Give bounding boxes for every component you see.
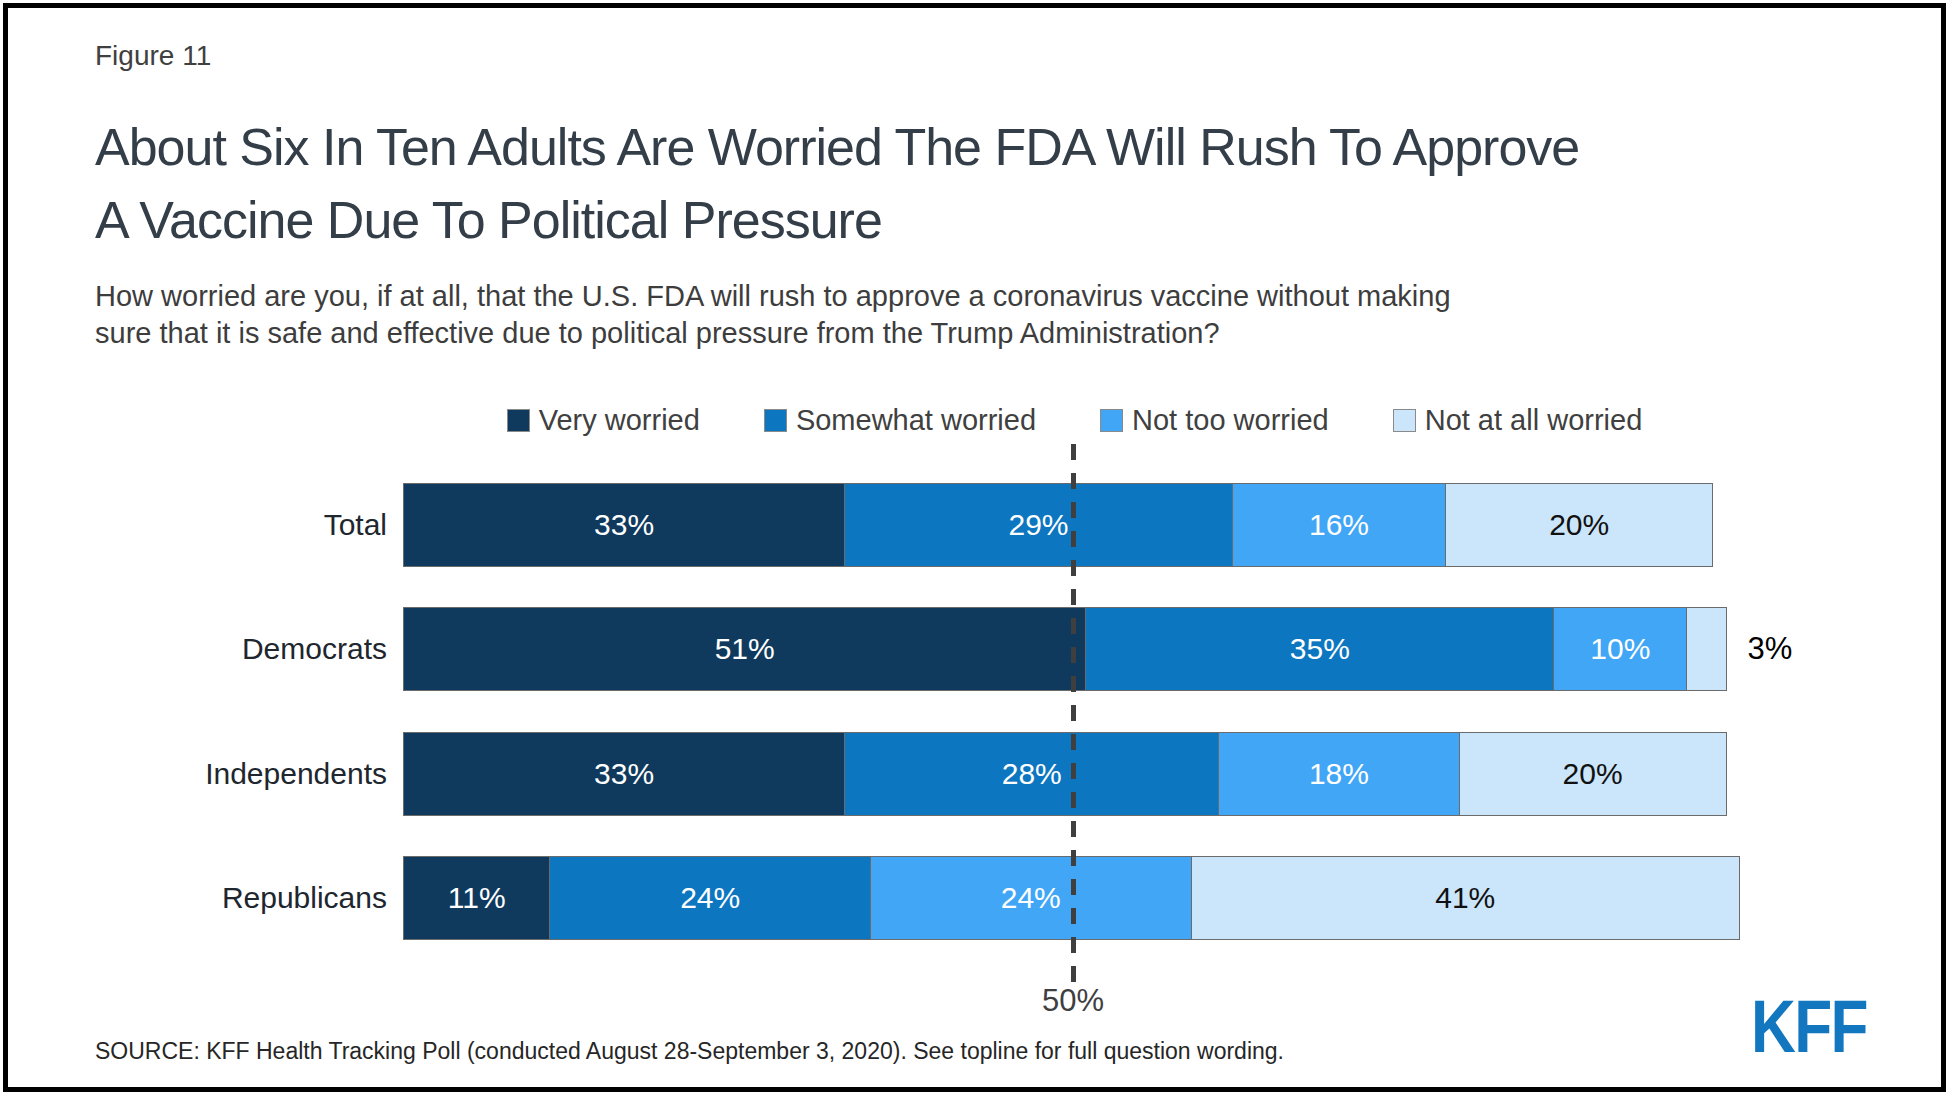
bar-row: Total 33% 29% 16% 20% [8,483,1941,567]
segment-value-label: 20% [1563,757,1623,791]
fifty-percent-label: 50% [1003,983,1143,1019]
stacked-bar: 51% 35% 10% [403,607,1727,691]
segment-value-label: 11% [448,881,506,915]
figure-card: Figure 11 About Six In Ten Adults Are Wo… [3,3,1946,1092]
segment-value-label: 51% [715,632,775,666]
segment-value-label: 18% [1309,757,1369,791]
source-note: SOURCE: KFF Health Tracking Poll (conduc… [95,1038,1284,1065]
bar-segment: 33% [403,732,845,816]
segment-value-label: 16% [1309,508,1369,542]
segment-value-label: 20% [1549,508,1609,542]
segment-value-label: 33% [594,508,654,542]
stacked-bar: 33% 28% 18% 20% [403,732,1727,816]
bar-segment: 16% [1232,483,1446,567]
segment-value-label: 29% [1008,508,1068,542]
bar-segment: 24% [549,856,871,940]
bar-row: Republicans 11% 24% 24% 41% [8,856,1941,940]
bar-segment: 51% [403,607,1086,691]
bar-row: Independents 33% 28% 18% 20% [8,732,1941,816]
segment-value-label: 41% [1435,881,1495,915]
bar-segment: 29% [844,483,1233,567]
chart-plot-area: Total 33% 29% 16% 20% Democrats 51% 35% 10% 3% Ind… [8,8,1941,1087]
bar-segment: 35% [1085,607,1554,691]
fifty-percent-gridline [1071,444,1076,984]
segment-value-label-outside: 3% [1748,607,1793,691]
bar-segment: 33% [403,483,845,567]
bar-segment: 11% [403,856,550,940]
segment-value-label: 33% [594,757,654,791]
category-label: Total [8,483,387,567]
bar-segment: 41% [1191,856,1740,940]
bar-segment: 18% [1218,732,1459,816]
bar-segment: 28% [844,732,1219,816]
bar-row: Democrats 51% 35% 10% 3% [8,607,1941,691]
segment-value-label: 24% [680,881,740,915]
segment-value-label: 28% [1002,757,1062,791]
segment-value-label: 24% [1001,881,1061,915]
bar-segment: 20% [1445,483,1713,567]
category-label: Democrats [8,607,387,691]
segment-value-label: 10% [1590,632,1650,666]
kff-logo: KFF [1751,992,1867,1062]
category-label: Independents [8,732,387,816]
bar-segment [1686,607,1726,691]
bar-segment: 10% [1553,607,1687,691]
category-label: Republicans [8,856,387,940]
bar-segment: 24% [870,856,1192,940]
stacked-bar: 33% 29% 16% 20% [403,483,1713,567]
segment-value-label: 35% [1290,632,1350,666]
bar-segment: 20% [1459,732,1727,816]
